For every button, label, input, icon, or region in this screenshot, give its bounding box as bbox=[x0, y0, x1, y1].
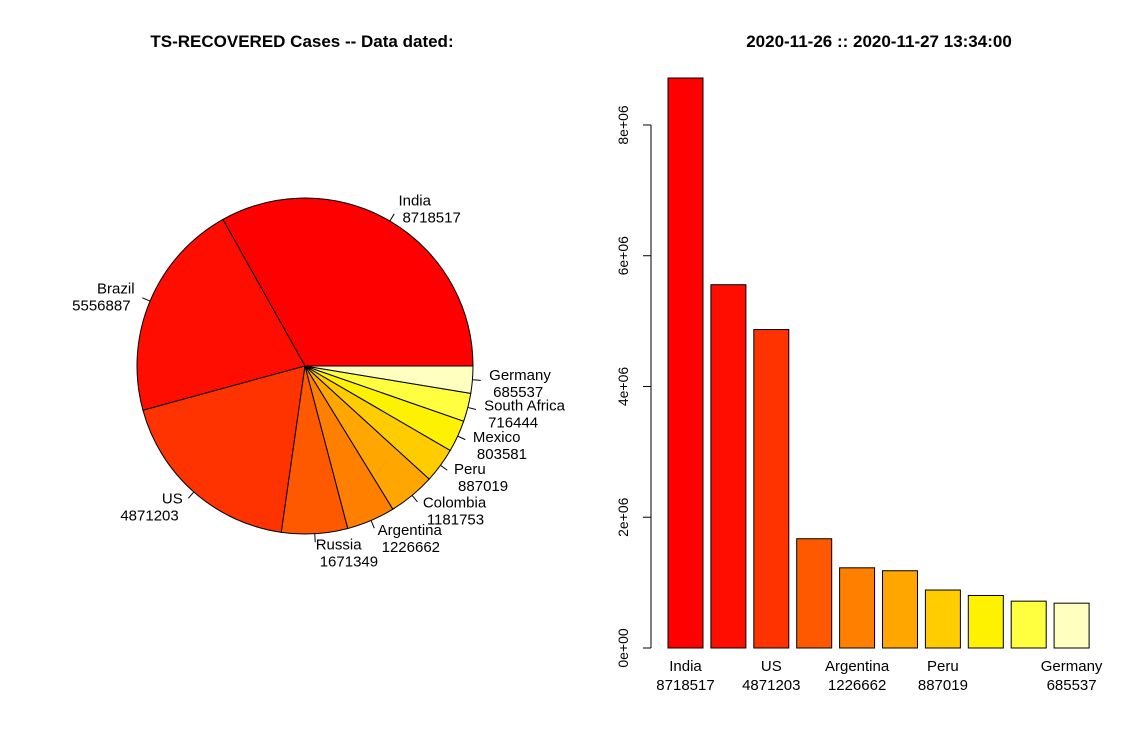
pie-label-name: Russia bbox=[316, 536, 363, 553]
bar-chart: 0e+00 2e+06 4e+06 6e+06 8e+06 India 8718517 US 4… bbox=[615, 77, 1103, 694]
pie-label-name: Peru bbox=[454, 461, 486, 478]
pie-label-value: 887019 bbox=[458, 478, 508, 495]
bar-peru bbox=[924, 589, 961, 649]
y-tick-label: 2e+06 bbox=[615, 497, 631, 537]
right-title: 2020-11-26 :: 2020-11-27 13:34:00 bbox=[746, 32, 1012, 51]
pie-slice-us bbox=[142, 365, 306, 533]
pie-label-name: Brazil bbox=[97, 281, 135, 298]
pie-label-value: 685537 bbox=[493, 384, 543, 401]
x-tick-value: 887019 bbox=[918, 677, 968, 694]
bar-colombia bbox=[882, 570, 918, 649]
bar-india bbox=[667, 77, 704, 649]
pie-label-tick bbox=[467, 406, 477, 410]
x-tick-label: Peru bbox=[927, 658, 959, 675]
bar-russia bbox=[796, 538, 833, 649]
pie-slice-india bbox=[222, 197, 474, 367]
y-tick-label: 0e+00 bbox=[615, 628, 631, 668]
bar-argentina bbox=[839, 567, 876, 649]
left-title: TS-RECOVERED Cases -- Data dated: bbox=[150, 32, 453, 51]
pie-label-tick bbox=[411, 495, 418, 503]
pie-label-value: 716444 bbox=[488, 415, 538, 432]
bar-south-africa bbox=[1010, 600, 1047, 649]
pie-label-name: Germany bbox=[489, 367, 551, 384]
pie-label-value: 5556887 bbox=[72, 298, 130, 315]
x-tick-value: 8718517 bbox=[656, 677, 714, 694]
pie-label-value: 4871203 bbox=[120, 508, 178, 525]
x-tick-value: 1226662 bbox=[828, 677, 886, 694]
x-tick-label: US bbox=[761, 658, 782, 675]
pie-label-name: Argentina bbox=[378, 522, 443, 539]
pie-label-value: 1181753 bbox=[427, 511, 484, 528]
bar-us bbox=[753, 329, 790, 649]
y-tick-label: 4e+06 bbox=[615, 367, 631, 407]
pie-label-tick bbox=[187, 491, 195, 499]
pie-label-tick bbox=[457, 435, 466, 441]
bar-mexico bbox=[967, 594, 1004, 649]
bar-brazil bbox=[710, 284, 747, 649]
pie-label-tick bbox=[370, 520, 375, 529]
x-tick-label: Argentina bbox=[825, 658, 890, 675]
pie-label-tick bbox=[142, 297, 151, 302]
pie-slice-brazil bbox=[136, 218, 306, 411]
pie-label-value: 803581 bbox=[477, 446, 527, 463]
pie-label-name: Colombia bbox=[423, 494, 487, 511]
bar-germany bbox=[1053, 602, 1090, 649]
pie-label-name: Mexico bbox=[473, 429, 521, 446]
y-tick-label: 8e+06 bbox=[615, 105, 631, 145]
pie-label-tick bbox=[389, 213, 395, 222]
pie-label-value: 1671349 bbox=[320, 553, 378, 570]
pie-label-name: South Africa bbox=[484, 398, 566, 415]
pie-label-tick bbox=[440, 464, 448, 471]
pie-label-value: 1226662 bbox=[382, 539, 440, 556]
x-tick-label: Germany bbox=[1041, 658, 1103, 675]
x-tick-value: 685537 bbox=[1047, 677, 1097, 694]
pie-label-value: 8718517 bbox=[402, 210, 460, 227]
x-tick-value: 4871203 bbox=[742, 677, 800, 694]
pie-label-name: US bbox=[162, 491, 183, 508]
pie-label-tick bbox=[472, 379, 481, 381]
x-tick-label: India bbox=[669, 658, 702, 675]
y-tick-label: 6e+06 bbox=[615, 236, 631, 276]
pie-label-name: India bbox=[398, 193, 431, 210]
